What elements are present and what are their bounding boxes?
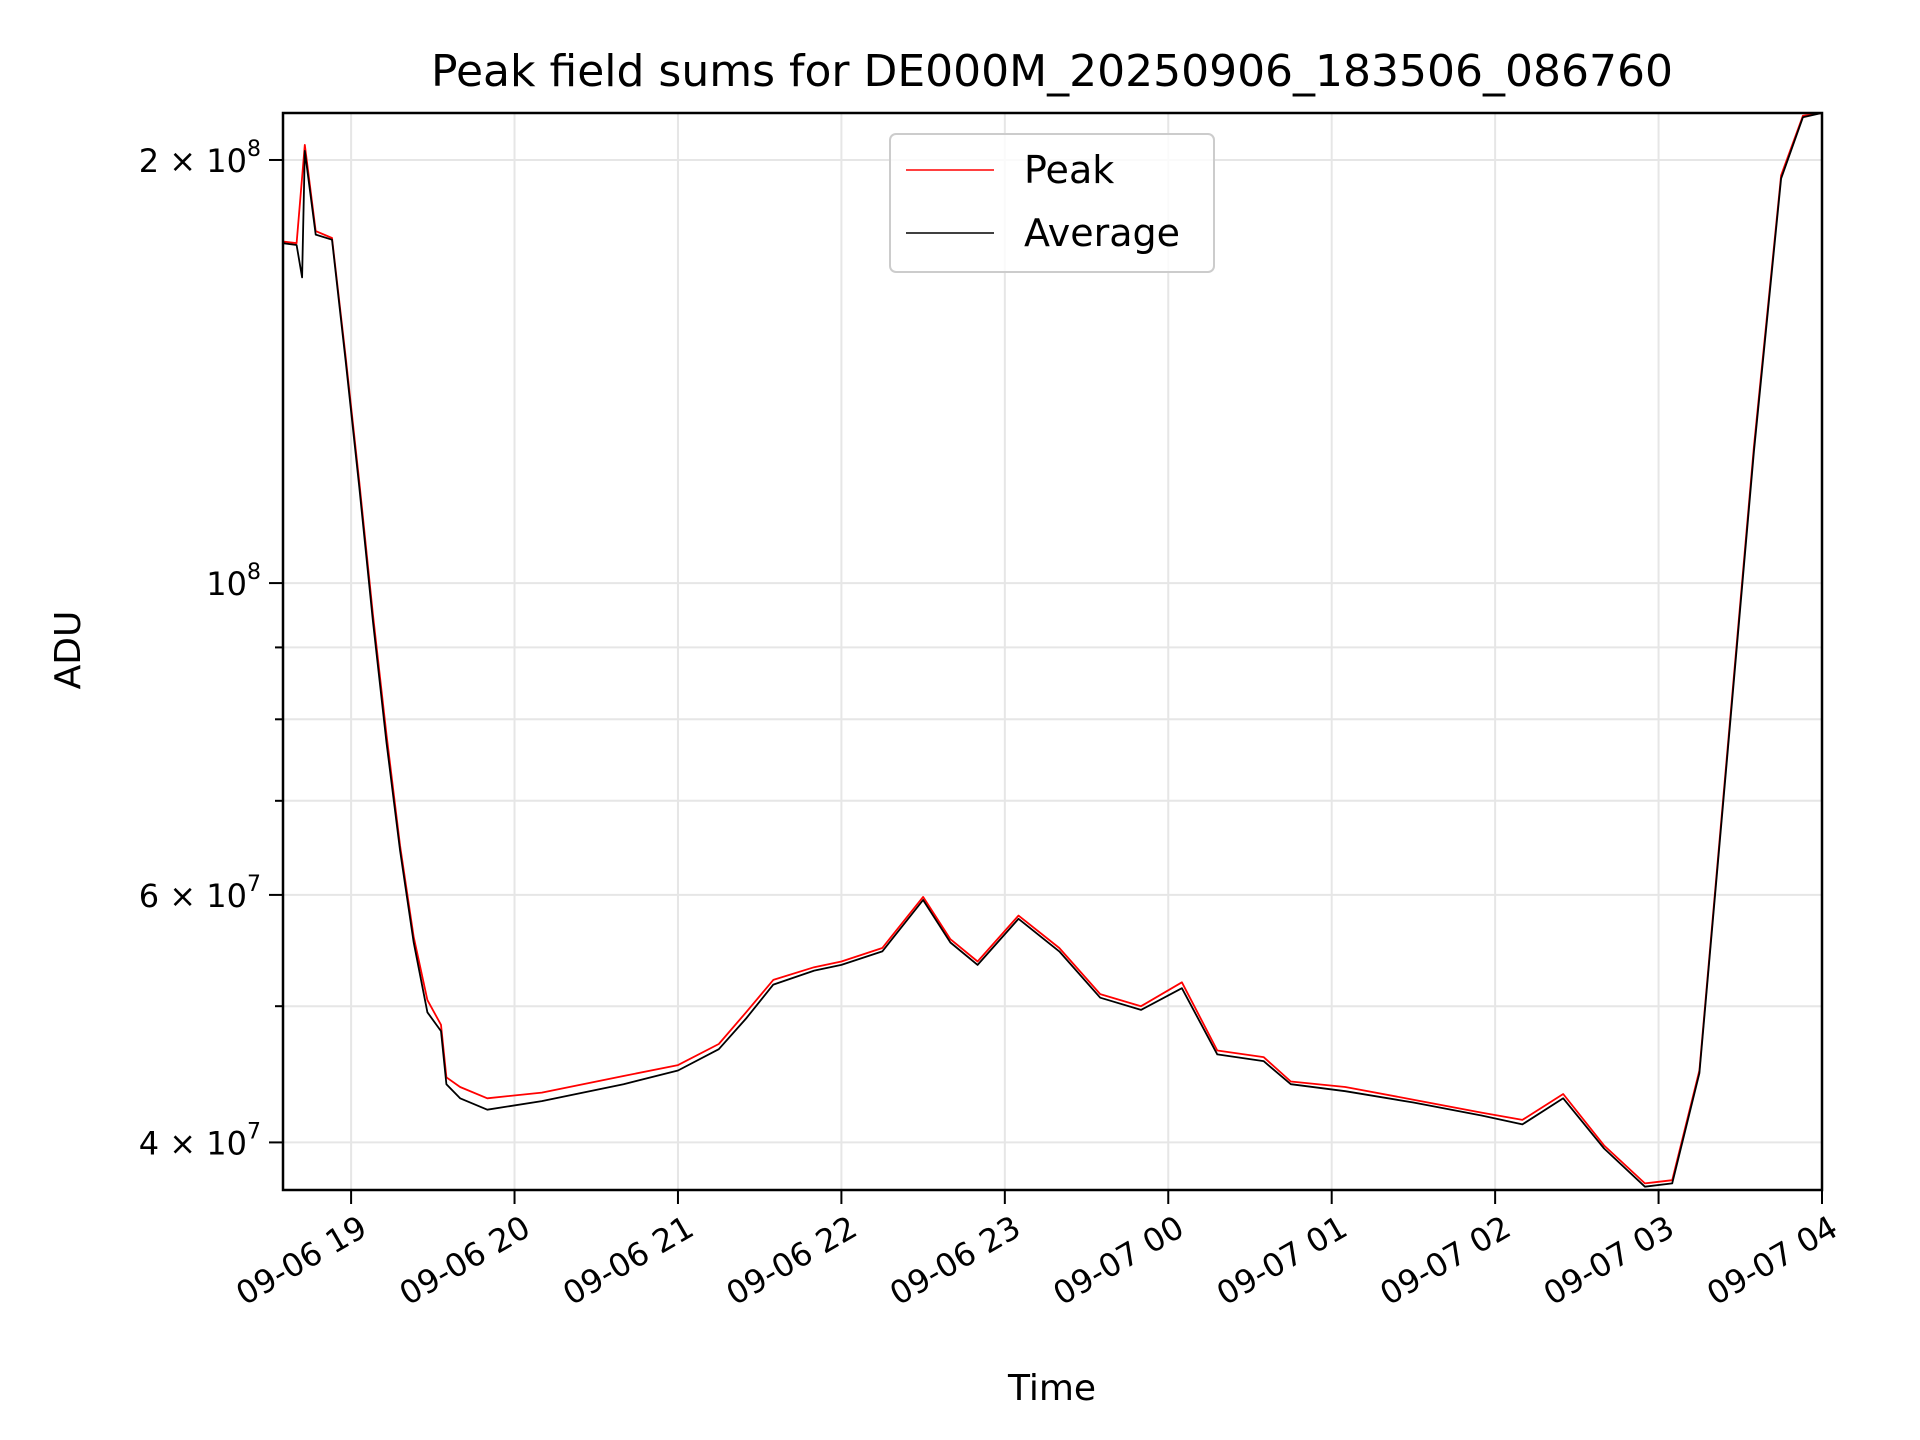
y-tick-label: 4 × 107 (139, 1119, 261, 1162)
series-line-average (283, 113, 1822, 1188)
plot-frame (281, 111, 1824, 1192)
legend-label-peak: Peak (1024, 148, 1114, 192)
y-tick-label: 6 × 107 (139, 872, 261, 915)
series-line-peak (283, 113, 1822, 1185)
y-tick-label: 108 (206, 560, 261, 603)
x-axis-label: Time (1007, 1368, 1096, 1409)
chart-title: Peak field sums for DE000M_20250906_1835… (431, 46, 1673, 97)
legend-label-average: Average (1024, 211, 1180, 255)
y-tick-label: 2 × 108 (139, 137, 261, 180)
legend: Peak Average (889, 133, 1215, 273)
y-axis: 4 × 107 6 × 107 108 2 × 108 (139, 137, 283, 1162)
legend-box (889, 133, 1215, 273)
y-axis-label: ADU (48, 611, 89, 690)
series-layer (283, 113, 1822, 1188)
